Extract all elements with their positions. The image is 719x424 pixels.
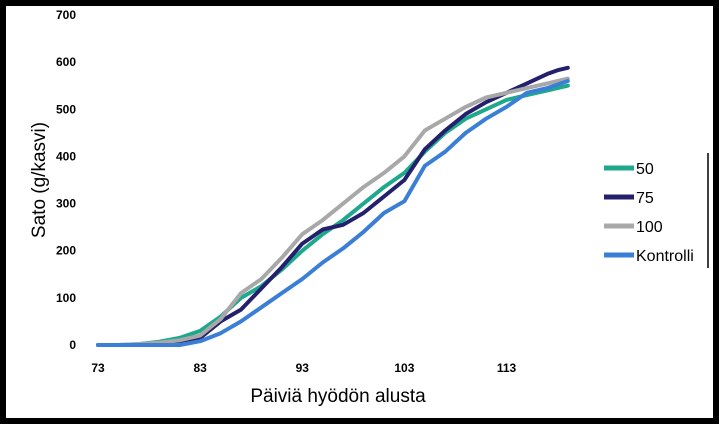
- y-tick-label: 300: [56, 197, 76, 211]
- series-line-4: [96, 79, 570, 347]
- x-axis-title: Päiviä hyödön alusta: [250, 386, 426, 407]
- chart-area: [6, 6, 713, 418]
- y-tick-label: 200: [56, 244, 76, 258]
- x-tick-label: 103: [394, 361, 414, 375]
- legend: 50 75 100 Kontrolli: [604, 153, 709, 268]
- legend-label-3: 100: [636, 219, 663, 236]
- y-tick-label: 100: [56, 291, 76, 305]
- legend-label-1: 50: [636, 161, 654, 178]
- y-axis-title: Sato (g/kasvi): [29, 122, 50, 238]
- y-tick-label: 600: [56, 55, 76, 69]
- x-tick-label: 73: [91, 361, 105, 375]
- legend-label-2: 75: [636, 190, 654, 207]
- legend-label-4: Kontrolli: [636, 248, 694, 265]
- y-tick-label: 700: [56, 8, 76, 22]
- y-tick-label: 400: [56, 149, 76, 163]
- x-tick-label: 83: [193, 361, 207, 375]
- y-tick-label: 0: [69, 338, 76, 352]
- x-tick-label: 113: [497, 361, 517, 375]
- y-tick-label: 500: [56, 102, 76, 116]
- series-line-3: [96, 76, 570, 347]
- x-tick-label: 93: [296, 361, 310, 375]
